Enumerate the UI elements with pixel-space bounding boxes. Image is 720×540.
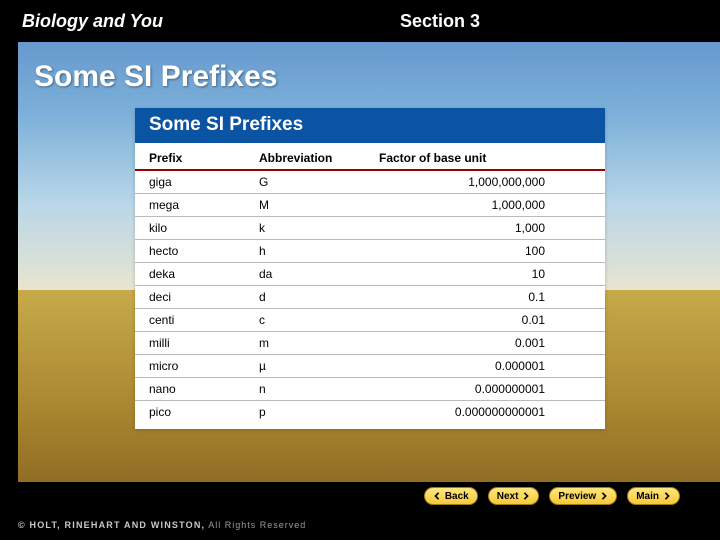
- chevron-right-icon: [600, 492, 608, 500]
- nav-bar: Back Next Preview Main: [0, 482, 720, 510]
- cell-prefix: deci: [135, 286, 245, 309]
- cell-abbr: n: [245, 378, 365, 401]
- cell-factor: 0.01: [365, 309, 605, 332]
- cell-factor: 0.001: [365, 332, 605, 355]
- si-prefix-card: Some SI Prefixes Prefix Abbreviation Fac…: [135, 108, 605, 429]
- section-label: Section 3: [400, 11, 480, 32]
- chevron-right-icon: [663, 492, 671, 500]
- cell-factor: 0.000001: [365, 355, 605, 378]
- cell-factor: 1,000,000: [365, 194, 605, 217]
- cell-abbr: da: [245, 263, 365, 286]
- cell-factor: 10: [365, 263, 605, 286]
- footer-bar: © HOLT, RINEHART AND WINSTON, All Rights…: [0, 510, 720, 540]
- cell-factor: 1,000,000,000: [365, 170, 605, 194]
- publisher: © HOLT, RINEHART AND WINSTON,: [18, 520, 205, 530]
- table-row: nanon0.000000001: [135, 378, 605, 401]
- cell-prefix: mega: [135, 194, 245, 217]
- preview-label: Preview: [558, 491, 596, 502]
- cell-abbr: h: [245, 240, 365, 263]
- cell-prefix: nano: [135, 378, 245, 401]
- cell-factor: 0.1: [365, 286, 605, 309]
- table-header-row: Prefix Abbreviation Factor of base unit: [135, 143, 605, 170]
- cell-prefix: centi: [135, 309, 245, 332]
- cell-prefix: micro: [135, 355, 245, 378]
- cell-abbr: µ: [245, 355, 365, 378]
- cell-abbr: G: [245, 170, 365, 194]
- table-row: decid0.1: [135, 286, 605, 309]
- table-row: megaM1,000,000: [135, 194, 605, 217]
- table-row: kilok1,000: [135, 217, 605, 240]
- header-bar: Biology and You Section 3: [0, 0, 720, 42]
- chevron-right-icon: [522, 492, 530, 500]
- cell-factor: 0.000000001: [365, 378, 605, 401]
- cell-factor: 0.000000000001: [365, 401, 605, 430]
- main-label: Main: [636, 491, 659, 502]
- col-prefix: Prefix: [135, 143, 245, 170]
- table-row: hectoh100: [135, 240, 605, 263]
- si-prefix-table: Prefix Abbreviation Factor of base unit …: [135, 143, 605, 429]
- card-title: Some SI Prefixes: [135, 108, 605, 143]
- cell-abbr: k: [245, 217, 365, 240]
- back-button[interactable]: Back: [424, 487, 478, 505]
- cell-factor: 1,000: [365, 217, 605, 240]
- table-row: centic0.01: [135, 309, 605, 332]
- copyright-text: © HOLT, RINEHART AND WINSTON, All Rights…: [18, 520, 306, 530]
- cell-factor: 100: [365, 240, 605, 263]
- table-row: picop0.000000000001: [135, 401, 605, 430]
- cell-prefix: deka: [135, 263, 245, 286]
- rights: All Rights Reserved: [205, 520, 306, 530]
- cell-prefix: pico: [135, 401, 245, 430]
- cell-prefix: giga: [135, 170, 245, 194]
- slide-title: Some SI Prefixes: [34, 60, 277, 94]
- table-row: gigaG1,000,000,000: [135, 170, 605, 194]
- chevron-left-icon: [433, 492, 441, 500]
- cell-abbr: c: [245, 309, 365, 332]
- table-row: dekada10: [135, 263, 605, 286]
- preview-button[interactable]: Preview: [549, 487, 617, 505]
- next-button[interactable]: Next: [488, 487, 540, 505]
- table-row: microµ0.000001: [135, 355, 605, 378]
- cell-abbr: p: [245, 401, 365, 430]
- cell-prefix: milli: [135, 332, 245, 355]
- table-row: millim0.001: [135, 332, 605, 355]
- chapter-title: Biology and You: [22, 11, 163, 32]
- next-label: Next: [497, 491, 519, 502]
- cell-abbr: M: [245, 194, 365, 217]
- col-factor: Factor of base unit: [365, 143, 605, 170]
- cell-abbr: d: [245, 286, 365, 309]
- col-abbreviation: Abbreviation: [245, 143, 365, 170]
- left-stripe: [0, 42, 18, 510]
- cell-prefix: kilo: [135, 217, 245, 240]
- main-button[interactable]: Main: [627, 487, 680, 505]
- cell-abbr: m: [245, 332, 365, 355]
- cell-prefix: hecto: [135, 240, 245, 263]
- back-label: Back: [445, 491, 469, 502]
